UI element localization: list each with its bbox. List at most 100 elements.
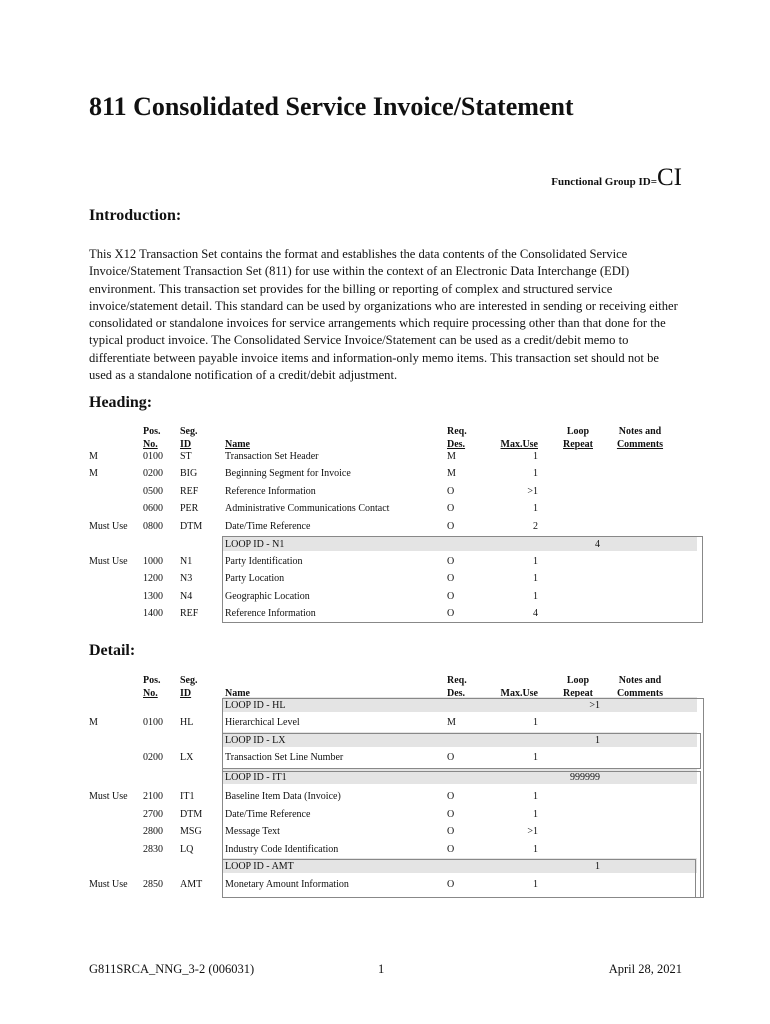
requirement-designator: O bbox=[447, 573, 455, 584]
max-use-header: Max.Use bbox=[500, 687, 539, 699]
requirement-designator: M bbox=[447, 451, 456, 462]
segment-id: IT1 bbox=[180, 791, 195, 802]
usage-indicator: Must Use bbox=[89, 791, 128, 802]
position-number: 2800 bbox=[143, 826, 163, 837]
seg-header-line1: Seg. bbox=[180, 426, 198, 437]
seg-header: Seg. ID bbox=[180, 426, 198, 451]
loop-header-line1: Loop bbox=[566, 675, 590, 686]
segment-id: DTM bbox=[180, 809, 203, 820]
max-use-value: 1 bbox=[533, 451, 538, 462]
seg-header-line2: ID bbox=[180, 687, 192, 699]
name-header: Name bbox=[225, 438, 250, 450]
segment-name: Transaction Set Line Number bbox=[225, 752, 344, 763]
usage-indicator: M bbox=[89, 717, 98, 728]
req-header: Req. Des. bbox=[447, 675, 467, 700]
segment-id: MSG bbox=[180, 826, 202, 837]
name-header: Name bbox=[225, 687, 250, 699]
segment-name: Industry Code Identification bbox=[225, 844, 339, 855]
max-use-value: 1 bbox=[533, 556, 538, 567]
usage-indicator: M bbox=[89, 468, 98, 479]
segment-name: Reference Information bbox=[225, 608, 316, 619]
segment-id: PER bbox=[180, 503, 199, 514]
max-use-value: 1 bbox=[533, 468, 538, 479]
position-number: 2700 bbox=[143, 809, 163, 820]
functional-group-value: CI bbox=[657, 164, 682, 191]
usage-indicator: Must Use bbox=[89, 879, 128, 890]
pos-header: Pos. No. bbox=[143, 426, 161, 451]
pos-header: Pos. No. bbox=[143, 675, 161, 700]
loop-repeat-header: Loop Repeat bbox=[555, 675, 601, 700]
position-number: 0100 bbox=[143, 451, 163, 462]
requirement-designator: M bbox=[447, 468, 456, 479]
segment-id: REF bbox=[180, 608, 199, 619]
requirement-designator: O bbox=[447, 591, 455, 602]
requirement-designator: O bbox=[447, 844, 455, 855]
segment-id: HL bbox=[180, 717, 194, 728]
position-number: 0200 bbox=[143, 468, 163, 479]
segment-name: Baseline Item Data (Invoice) bbox=[225, 791, 341, 802]
loop-id-label: LOOP ID - N1 bbox=[225, 539, 285, 550]
segment-name: Party Identification bbox=[225, 556, 303, 567]
segment-id: N3 bbox=[180, 573, 193, 584]
position-number: 0500 bbox=[143, 486, 163, 497]
max-use-value: 1 bbox=[533, 791, 538, 802]
segment-name: Hierarchical Level bbox=[225, 717, 300, 728]
loop-id-label: LOOP ID - AMT bbox=[225, 861, 294, 872]
max-use-value: 1 bbox=[533, 879, 538, 890]
max-use-value: 1 bbox=[533, 717, 538, 728]
seg-header-line1: Seg. bbox=[180, 675, 198, 686]
loop-header-shade bbox=[223, 536, 697, 551]
loop-repeat-value: 1 bbox=[595, 861, 600, 872]
introduction-text: This X12 Transaction Set contains the fo… bbox=[89, 247, 678, 383]
position-number: 0800 bbox=[143, 521, 163, 532]
loop-n1-box bbox=[222, 536, 703, 623]
loop-header-shade bbox=[223, 697, 697, 712]
loop-header-line2: Repeat bbox=[563, 687, 593, 699]
loop-repeat-value: 1 bbox=[595, 735, 600, 746]
segment-name: Geographic Location bbox=[225, 591, 310, 602]
usage-indicator: Must Use bbox=[89, 521, 128, 532]
notes-header-line1: Notes and bbox=[618, 675, 662, 686]
loop-lx-box bbox=[222, 733, 701, 769]
requirement-designator: O bbox=[447, 809, 455, 820]
loop-id-label: LOOP ID - LX bbox=[225, 735, 286, 746]
max-use-value: 1 bbox=[533, 844, 538, 855]
position-number: 0600 bbox=[143, 503, 163, 514]
usage-indicator: M bbox=[89, 451, 98, 462]
segment-name: Monetary Amount Information bbox=[225, 879, 349, 890]
max-use-value: 1 bbox=[533, 752, 538, 763]
req-header-line1: Req. bbox=[447, 426, 467, 437]
segment-name: Date/Time Reference bbox=[225, 809, 311, 820]
req-header: Req. Des. bbox=[447, 426, 467, 451]
footer-date: April 28, 2021 bbox=[608, 962, 682, 976]
pos-header-line1: Pos. bbox=[143, 675, 161, 686]
loop-header-shade bbox=[223, 858, 697, 873]
requirement-designator: O bbox=[447, 608, 455, 619]
requirement-designator: O bbox=[447, 503, 455, 514]
segment-id: REF bbox=[180, 486, 199, 497]
footer-doc-id: G811SRCA_NNG_3-2 (006031) bbox=[89, 962, 255, 976]
position-number: 2830 bbox=[143, 844, 163, 855]
segment-id: N4 bbox=[180, 591, 193, 602]
loop-repeat-value: 999999 bbox=[570, 772, 600, 783]
max-use-value: 1 bbox=[533, 809, 538, 820]
max-use-value: >1 bbox=[527, 486, 538, 497]
requirement-designator: O bbox=[447, 879, 455, 890]
functional-group-id: Functional Group ID=CI bbox=[551, 164, 682, 192]
req-header-line2: Des. bbox=[447, 687, 466, 699]
requirement-designator: O bbox=[447, 556, 455, 567]
heading-section-title: Heading: bbox=[89, 394, 153, 411]
loop-id-label: LOOP ID - IT1 bbox=[225, 772, 287, 783]
detail-section-title: Detail: bbox=[89, 642, 136, 659]
loop-header-line1: Loop bbox=[566, 426, 590, 437]
max-use-header: Max.Use bbox=[500, 438, 539, 450]
loop-header-shade bbox=[223, 732, 697, 747]
segment-id: BIG bbox=[180, 468, 198, 479]
position-number: 2100 bbox=[143, 791, 163, 802]
segment-name: Party Location bbox=[225, 573, 285, 584]
max-use-value: 1 bbox=[533, 591, 538, 602]
max-use-value: 1 bbox=[533, 573, 538, 584]
pos-header-line2: No. bbox=[143, 687, 158, 699]
segment-id: ST bbox=[180, 451, 192, 462]
